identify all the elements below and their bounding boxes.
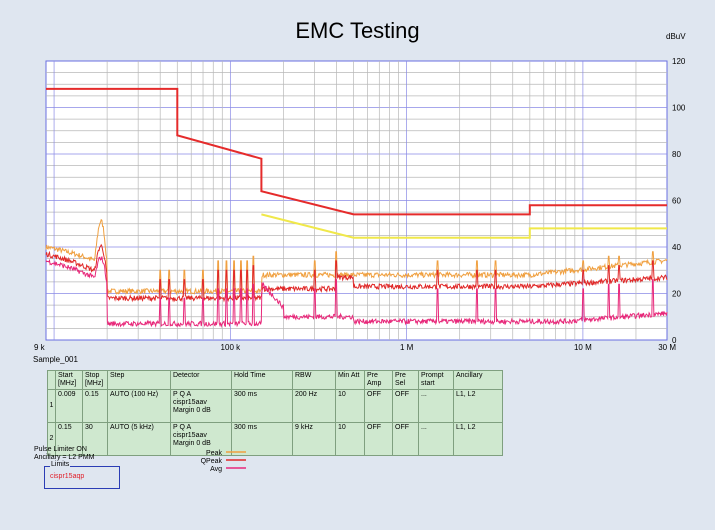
limit-line xyxy=(46,87,667,216)
detector-line: cispr15aav xyxy=(173,399,207,406)
grid-lines xyxy=(46,61,667,340)
x-tick-label: 9 k xyxy=(34,343,46,352)
min-att-cell: 10 xyxy=(335,422,365,456)
x-tick-label: 30 M xyxy=(658,343,676,352)
hold-time-cell: 300 ms xyxy=(231,422,293,456)
hold-time-cell: 300 ms xyxy=(231,389,293,423)
rbw-cell: 9 kHz xyxy=(292,422,336,456)
settings-notes: Pulse Limiter ON Ancillary = L2 PMM xyxy=(34,446,95,462)
table-header-cell: Step xyxy=(107,370,171,390)
ancillary-cell: L1, L2 xyxy=(453,422,503,456)
row-number: 1 xyxy=(47,389,56,423)
table-header-cell: Min Att xyxy=(335,370,365,390)
detector-line: P Q A xyxy=(173,391,192,398)
table-header-cell xyxy=(47,370,56,390)
table-header-row: Start [MHz] Stop [MHz] Step Detector Hol… xyxy=(47,370,503,390)
stop-cell: 0.15 xyxy=(82,389,108,423)
pre-sel-cell: OFF xyxy=(392,422,419,456)
pulse-limiter-text: Pulse Limiter ON xyxy=(34,446,87,453)
start-cell: 0.15 xyxy=(55,422,83,456)
table-header-cell: Hold Time xyxy=(231,370,293,390)
y-tick-label: 120 xyxy=(672,57,686,66)
emc-chart: 0 20 40 60 80 100 120 9 k 100 k 1 M 10 M 30 M xyxy=(34,57,686,352)
sample-label: Sample_001 xyxy=(33,355,78,364)
y-tick-label: 100 xyxy=(672,104,686,113)
detector-line: Margin 0 dB xyxy=(173,407,211,414)
series-line xyxy=(45,243,668,303)
y-tick-labels: 0 20 40 60 80 100 120 xyxy=(672,57,686,345)
prompt-start-cell: ... xyxy=(418,389,454,423)
legend-label: Avg xyxy=(210,466,222,473)
chart-title: EMC Testing xyxy=(295,18,420,43)
series-line xyxy=(45,218,668,296)
detector-line: Margin 0 dB xyxy=(173,440,211,447)
y-tick-label: 60 xyxy=(672,197,681,206)
y-tick-label: 40 xyxy=(672,243,681,252)
x-tick-label: 10 M xyxy=(574,343,592,352)
limits-box: Limits cispr15aqp xyxy=(44,461,120,489)
prompt-start-cell: ... xyxy=(418,422,454,456)
y-tick-label: 20 xyxy=(672,290,681,299)
rbw-cell: 200 Hz xyxy=(292,389,336,423)
x-tick-label: 1 M xyxy=(400,343,414,352)
limit-line xyxy=(261,213,667,239)
detector-line: P Q A xyxy=(173,424,192,431)
table-header-cell: Stop [MHz] xyxy=(82,370,108,390)
scan-parameters-table: Start [MHz] Stop [MHz] Step Detector Hol… xyxy=(47,370,503,456)
limits-title: Limits xyxy=(50,461,71,468)
table-header-cell: Start [MHz] xyxy=(55,370,83,390)
measurement-traces xyxy=(45,218,668,329)
pre-amp-cell: OFF xyxy=(364,422,393,456)
x-tick-labels: 9 k 100 k 1 M 10 M 30 M xyxy=(34,343,676,352)
x-tick-label: 100 k xyxy=(221,343,242,352)
step-cell: AUTO (100 Hz) xyxy=(107,389,171,423)
table-header-cell: Prompt start xyxy=(418,370,454,390)
min-att-cell: 10 xyxy=(335,389,365,423)
limit-lines xyxy=(46,87,667,239)
series-line xyxy=(45,256,668,329)
y-tick-label: 80 xyxy=(672,150,681,159)
y-tick-label: 0 xyxy=(672,336,677,345)
pre-sel-cell: OFF xyxy=(392,389,419,423)
limits-item: cispr15aqp xyxy=(50,473,85,480)
table-header-cell: Pre Amp xyxy=(364,370,393,390)
detector-line: cispr15aav xyxy=(173,432,207,439)
table-header-cell: RBW xyxy=(292,370,336,390)
step-cell: AUTO (5 kHz) xyxy=(107,422,171,456)
legend-label: QPeak xyxy=(201,458,223,465)
table-header-cell: Pre Sel xyxy=(392,370,419,390)
y-axis-unit: dBuV xyxy=(666,32,686,41)
ancillary-cell: L1, L2 xyxy=(453,389,503,423)
table-header-cell: Ancillary xyxy=(453,370,503,390)
table-header-cell: Detector xyxy=(170,370,232,390)
start-cell: 0.009 xyxy=(55,389,83,423)
pre-amp-cell: OFF xyxy=(364,389,393,423)
ancillary-text: Ancillary = L2 PMM xyxy=(34,454,95,461)
